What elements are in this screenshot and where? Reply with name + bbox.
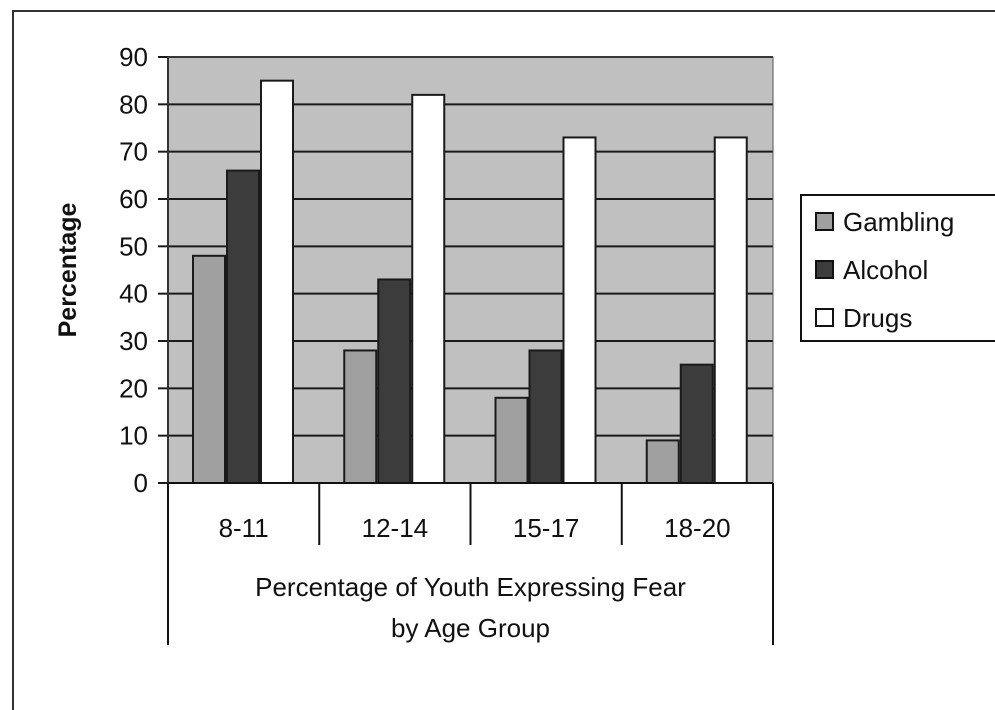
bar-gambling-12-14 [343,349,378,485]
x-category-labels: 8-11 12-14 15-17 18-20 [219,513,731,543]
legend-swatch-alcohol [815,260,834,279]
bar-gambling-8-11 [192,254,226,484]
y-tick-label: 30 [119,326,148,356]
chart-frame [12,10,995,710]
y-tick-label: 70 [119,137,148,167]
y-tick-label: 20 [119,373,148,403]
bar-alcohol-8-11 [226,169,260,484]
bar-alcohol-12-14 [377,278,412,485]
y-tick-label: 10 [119,421,148,451]
x-tick-label: 18-20 [664,513,731,543]
x-axis-title-line-1: Percentage of Youth Expressing Fear [255,572,686,602]
y-tick-label: 90 [119,42,148,72]
bar-drugs-12-14 [411,93,446,484]
y-tick-label: 0 [134,468,148,498]
legend-swatch-gambling [815,212,834,231]
bar-gambling-18-20 [645,439,680,484]
bar-drugs-15-17 [562,136,597,484]
bar-alcohol-18-20 [679,363,714,484]
x-tick-label: 8-11 [219,513,269,543]
y-tick-label: 80 [119,89,148,119]
bar-drugs-8-11 [260,79,294,485]
legend-label-drugs: Drugs [843,303,912,333]
bar-alcohol-15-17 [528,349,563,485]
y-tick-label: 50 [119,231,148,261]
legend-swatch-drugs [815,308,834,327]
y-tick-label: 40 [119,279,148,309]
y-tick-label: 60 [119,184,148,214]
bar-drugs-18-20 [713,136,748,484]
y-tick-labels: 0 10 20 30 40 50 60 70 80 90 [119,42,148,498]
legend-label-gambling: Gambling [843,207,954,237]
y-axis-label: Percentage [54,203,82,338]
x-tick-label: 12-14 [362,513,429,543]
x-tick-label: 15-17 [513,513,580,543]
x-axis-title-line-2: by Age Group [391,613,550,643]
legend: Gambling Alcohol Drugs [800,194,995,342]
axes [167,56,774,645]
bar-gambling-15-17 [494,396,529,484]
legend-label-alcohol: Alcohol [843,255,928,285]
